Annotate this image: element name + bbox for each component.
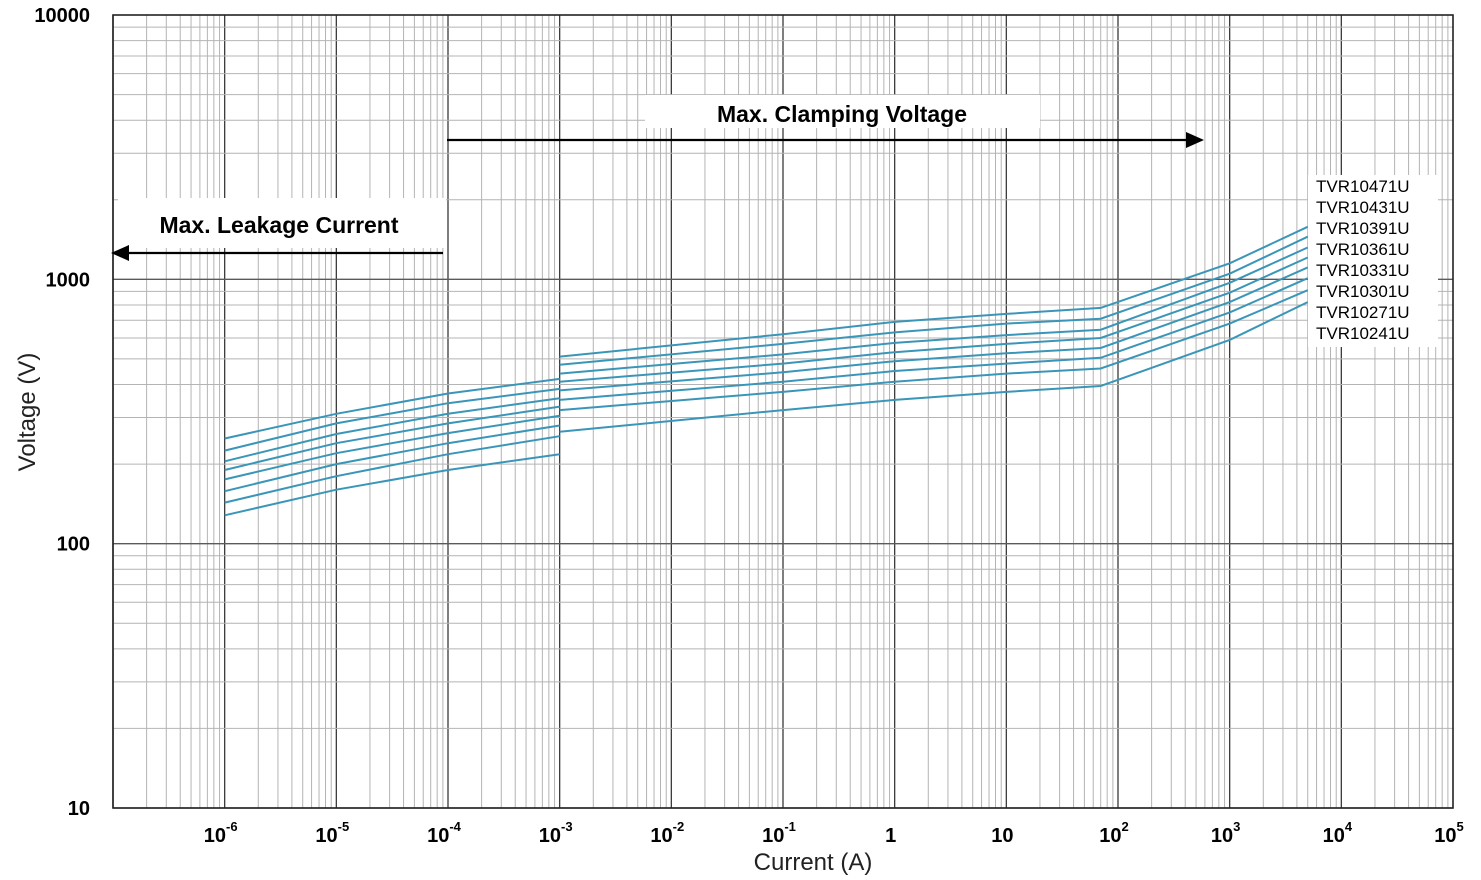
x-tick-exponent: -6: [226, 819, 238, 834]
series-label: TVR10271U: [1316, 303, 1410, 322]
series-line-leakage: [224, 453, 560, 517]
x-tick-base: 10: [315, 825, 337, 847]
series-label: TVR10471U: [1316, 177, 1410, 196]
series-line-leakage: [224, 424, 560, 493]
grid: [112, 14, 1454, 809]
series-label: TVR10361U: [1316, 240, 1410, 259]
x-tick-base: 10: [427, 825, 449, 847]
x-axis-label: Current (A): [754, 849, 873, 876]
x-tick-label: 105: [1434, 819, 1463, 847]
y-tick-label: 10: [68, 798, 90, 820]
x-tick-base: 10: [762, 825, 784, 847]
x-tick-base: 10: [1434, 825, 1456, 847]
plot-frame: [112, 14, 1454, 809]
x-tick-label: 10-4: [427, 819, 462, 847]
x-tick-label: 104: [1323, 819, 1353, 847]
series-label: TVR10391U: [1316, 219, 1410, 238]
x-tick-label: 10-1: [762, 819, 796, 847]
series-line-leakage: [224, 405, 560, 471]
leakage-label-background: [118, 198, 446, 248]
x-tick-exponent: -4: [449, 819, 461, 834]
series-line-clamping: [559, 301, 1309, 433]
x-tick-label: 10: [991, 825, 1013, 847]
leakage-annotation-label: Max. Leakage Current: [159, 212, 398, 238]
x-tick-label: 10-6: [204, 819, 238, 847]
x-tick-base: 10: [991, 825, 1013, 847]
x-tick-exponent: 4: [1345, 819, 1353, 834]
series-line-leakage: [224, 377, 560, 440]
series-line-clamping: [559, 277, 1309, 401]
series-line-clamping: [559, 246, 1309, 375]
series-line-leakage: [224, 387, 560, 452]
x-tick-label: 103: [1211, 819, 1240, 847]
x-tick-exponent: 3: [1233, 819, 1240, 834]
y-tick-label: 10000: [34, 5, 90, 27]
x-tick-label: 10-5: [315, 819, 349, 847]
series-line-leakage: [224, 435, 560, 504]
x-tick-label: 102: [1099, 819, 1128, 847]
y-tick-label: 1000: [46, 269, 91, 291]
x-tick-exponent: -2: [673, 819, 685, 834]
y-tick-label: 100: [57, 534, 90, 556]
x-tick-label: 10-2: [650, 819, 684, 847]
x-tick-label: 10-3: [539, 819, 573, 847]
series-line-clamping: [559, 235, 1309, 366]
x-tick-base: 10: [1323, 825, 1345, 847]
clamping-label-background: [645, 95, 1040, 128]
series-line-clamping: [559, 256, 1309, 383]
x-tick-base: 10: [539, 825, 561, 847]
series-label: TVR10241U: [1316, 324, 1410, 343]
x-tick-base: 10: [1099, 825, 1121, 847]
series-line-clamping: [559, 266, 1309, 392]
series-line-clamping: [559, 289, 1309, 412]
leakage-arrow-head: [111, 245, 129, 261]
series-line-leakage: [224, 414, 560, 481]
series-label: TVR10301U: [1316, 282, 1410, 301]
x-tick-base: 10: [204, 825, 226, 847]
x-tick-exponent: -1: [784, 819, 796, 834]
y-axis-label: Voltage (V): [14, 353, 41, 472]
x-tick-base: 1: [885, 825, 896, 847]
series-label: TVR10331U: [1316, 261, 1410, 280]
series-line-leakage: [224, 397, 560, 463]
x-tick-base: 10: [1211, 825, 1233, 847]
series-line-clamping: [559, 225, 1309, 358]
x-tick-exponent: 2: [1122, 819, 1129, 834]
x-tick-label: 1: [885, 825, 896, 847]
x-tick-base: 10: [650, 825, 672, 847]
annotation-layer: TVR10471U TVR10431U TVR10391U TVR10361U TVR1…: [111, 95, 1438, 347]
x-tick-exponent: -5: [338, 819, 350, 834]
clamping-annotation-label: Max. Clamping Voltage: [717, 101, 967, 127]
clamping-arrow-head: [1186, 132, 1204, 148]
x-tick-exponent: -3: [561, 819, 573, 834]
x-tick-exponent: 5: [1457, 819, 1464, 834]
series-label-background: [1308, 175, 1438, 347]
series-label: TVR10431U: [1316, 198, 1410, 217]
series-layer: [224, 225, 1309, 517]
